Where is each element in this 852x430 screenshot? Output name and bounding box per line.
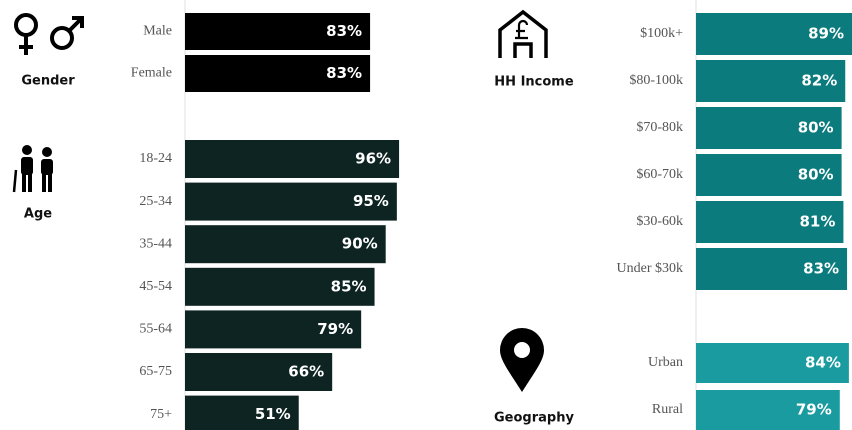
category-label: 75+ [150, 407, 172, 422]
value-label: 96% [355, 150, 391, 168]
bar [185, 55, 371, 92]
category-label: 35-44 [139, 236, 172, 251]
category-label: Rural [652, 402, 683, 417]
bar [696, 343, 849, 383]
age-icon [12, 145, 53, 193]
value-label: 85% [331, 277, 367, 295]
bar [185, 310, 362, 349]
value-label: 83% [326, 22, 362, 40]
category-label: $60-70k [636, 167, 683, 182]
category-label: Urban [648, 355, 683, 370]
value-label: 81% [800, 213, 836, 231]
category-label: $70-80k [636, 120, 683, 135]
category-label: Male [143, 24, 172, 39]
bar [696, 154, 842, 196]
category-label: 18-24 [139, 151, 172, 166]
bar [185, 353, 333, 391]
bar [185, 395, 299, 430]
bar [185, 13, 371, 50]
category-label: $30-60k [636, 214, 683, 229]
value-label: 83% [803, 260, 839, 278]
panel-title: HH Income [494, 75, 574, 90]
bar [696, 107, 842, 149]
panel-title: Age [24, 207, 52, 222]
value-label: 90% [342, 235, 378, 253]
category-label: 55-64 [139, 322, 172, 337]
bar [185, 267, 375, 306]
value-label: 79% [796, 401, 832, 419]
category-label: Female [131, 66, 172, 81]
category-label: 65-75 [139, 364, 172, 379]
category-label: $100k+ [640, 26, 683, 41]
bar [696, 13, 852, 55]
bar [696, 248, 848, 290]
panel-title: Gender [21, 74, 75, 89]
category-label: $80-100k [629, 73, 683, 88]
panel-title: Geography [494, 411, 574, 426]
bar [185, 182, 397, 221]
value-label: 66% [288, 363, 324, 381]
category-label: Under $30k [617, 261, 684, 276]
value-label: 80% [798, 119, 834, 137]
value-label: 79% [317, 320, 353, 338]
value-label: 83% [326, 64, 362, 82]
value-label: 89% [808, 25, 844, 43]
location-icon [500, 328, 544, 392]
income-icon [498, 9, 548, 58]
value-label: 80% [798, 166, 834, 184]
value-label: 84% [805, 354, 841, 372]
category-label: 25-34 [139, 194, 172, 209]
bar [696, 390, 840, 430]
bar [185, 140, 400, 178]
value-label: 51% [255, 405, 291, 423]
bar [696, 60, 846, 102]
value-label: 95% [353, 192, 389, 210]
value-label: 82% [801, 72, 837, 90]
bar [696, 201, 844, 243]
bar [185, 225, 386, 264]
category-label: 45-54 [139, 279, 172, 294]
gender-icon [14, 13, 84, 55]
